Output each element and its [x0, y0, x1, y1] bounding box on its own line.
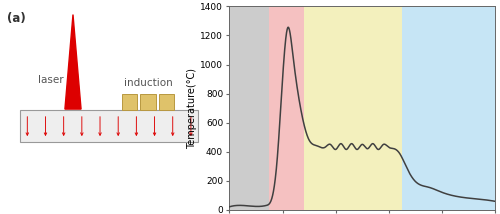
Bar	[230, 6, 270, 210]
Bar	[304, 6, 402, 210]
Bar	[20, 110, 199, 142]
Polygon shape	[65, 15, 81, 109]
Text: (b): (b)	[171, 0, 190, 2]
Bar	[122, 94, 137, 110]
Bar	[140, 94, 156, 110]
Y-axis label: Temperature(°C): Temperature(°C)	[188, 68, 198, 149]
Bar	[159, 94, 174, 110]
Bar	[270, 6, 304, 210]
Text: (a): (a)	[7, 12, 26, 24]
Bar	[402, 6, 495, 210]
Text: laser: laser	[38, 75, 64, 85]
Text: induction: induction	[124, 78, 172, 88]
